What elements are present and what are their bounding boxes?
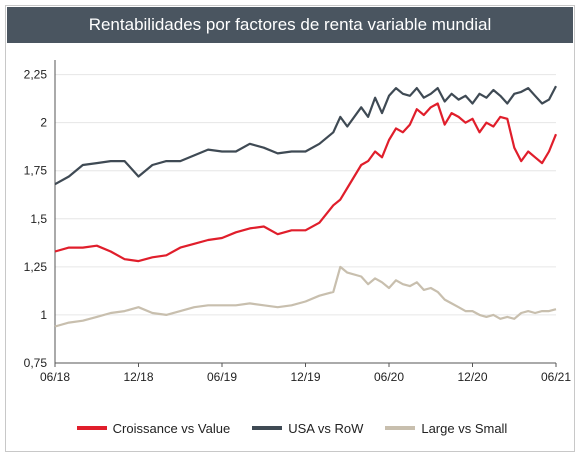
x-tick-label: 06/20 — [374, 370, 404, 384]
y-tick-label: 1,75 — [24, 164, 48, 178]
legend-label-croissance: Croissance vs Value — [112, 420, 231, 436]
y-tick-label: 2,25 — [24, 68, 48, 82]
x-tick-label: 12/20 — [457, 370, 487, 384]
chart-legend: Croissance vs Value USA vs RoW Large vs … — [0, 417, 584, 439]
x-tick-label: 06/21 — [541, 370, 571, 384]
series-line-large-vs-small — [54, 265, 557, 328]
y-tick-label: 1,5 — [30, 212, 47, 226]
chart-title: Rentabilidades por factores de renta var… — [7, 7, 573, 43]
legend-swatch-large-small — [385, 426, 416, 430]
y-tick-label: 0,75 — [24, 356, 48, 370]
legend-swatch-croissance — [76, 426, 107, 430]
y-tick-label: 1 — [40, 308, 47, 322]
chart-frame — [5, 5, 575, 452]
y-tick-label: 2 — [40, 116, 47, 130]
series-line-croissance-vs-value — [54, 102, 558, 263]
legend-label-large-small: Large vs Small — [421, 420, 508, 436]
legend-swatch-usa-row — [252, 426, 283, 430]
x-tick-label: 06/19 — [207, 370, 237, 384]
y-tick-label: 1,25 — [24, 260, 48, 274]
series-line-usa-vs-row — [54, 85, 557, 186]
legend-item-croissance: Croissance vs Value — [76, 420, 231, 436]
x-tick-label: 06/18 — [40, 370, 70, 384]
legend-label-usa-row: USA vs RoW — [288, 420, 364, 436]
legend-item-usa-row: USA vs RoW — [252, 421, 363, 436]
x-tick-label: 12/19 — [290, 370, 320, 384]
x-tick-label: 12/18 — [123, 370, 153, 384]
legend-item-large-small: Large vs Small — [385, 421, 507, 436]
